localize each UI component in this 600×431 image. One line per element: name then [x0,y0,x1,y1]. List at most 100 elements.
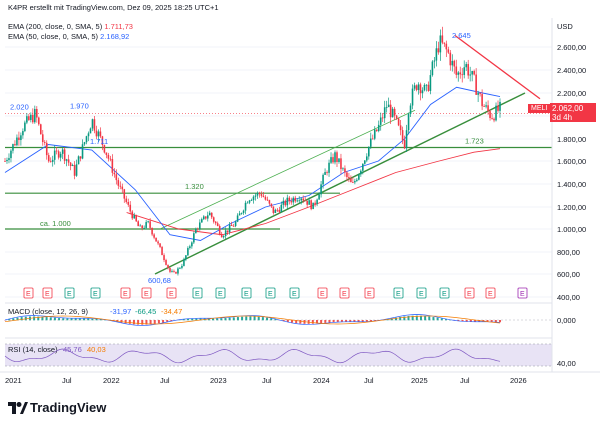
candle-body [451,61,453,65]
macd-histogram-bar [133,320,135,324]
candle-body [390,105,392,118]
candle-body [493,119,495,121]
earnings-marker-label: E [93,291,98,298]
candle-body [127,202,129,205]
candle-body [302,199,304,201]
candle-body [76,164,78,175]
candle-body [273,206,275,213]
x-tick-label: Jul [364,376,374,385]
macd-histogram-bar [245,317,247,321]
currency-label: USD [557,22,573,31]
macd-histogram-bar [212,319,214,321]
candle-body [296,200,298,201]
x-tick-label: 2021 [5,376,22,385]
candle-body [167,265,169,268]
candle-body [96,131,98,137]
macd-histogram-bar [237,317,239,320]
macd-histogram-bar [187,319,189,320]
candle-body [110,159,112,160]
candle-body [346,172,348,177]
candle-body [58,151,60,157]
candle-body [8,158,10,160]
candle-body [455,66,457,74]
candle-body [495,106,497,121]
candle-body [163,255,165,260]
candle-body [169,268,171,272]
candle-body [265,197,267,200]
candle-body [392,109,394,117]
candle-body [60,154,62,158]
y-tick-label: 2.200,00 [557,89,586,98]
candle-body [330,157,332,163]
candle-body [141,226,143,229]
candle-body [251,200,253,201]
macd-histogram-bar [258,317,260,321]
earnings-marker-label: E [218,291,223,298]
macd-histogram-bar [254,316,256,320]
candle-body [249,200,251,202]
y-tick-label: 1.600,00 [557,157,586,166]
candle-body [72,165,74,166]
candle-body [239,214,241,216]
candle-body [412,89,414,106]
candle-body [473,71,475,75]
candle-body [370,139,372,147]
candle-body [64,149,66,160]
candle-body [285,201,287,205]
candle-body [207,215,209,218]
candle-body [221,234,223,237]
candle-body [106,152,108,154]
candle-body [94,119,96,130]
macd-histogram-bar [96,319,98,320]
candle-body [489,111,491,118]
macd-histogram-bar [162,320,164,323]
candle-body [42,134,44,142]
candle-body [279,210,281,212]
candle-body [54,151,56,160]
candle-body [300,199,302,201]
candle-body [86,136,88,142]
x-tick-label: Jul [460,376,470,385]
macd-histogram-bar [437,318,439,321]
candle-body [193,233,195,242]
candle-body [402,130,404,140]
candle-body [84,142,86,144]
price-annotation: ca. 1.000 [40,219,71,228]
candle-body [195,229,197,233]
candle-body [326,172,328,173]
candle-body [364,160,366,163]
price-annotation: 1.970 [70,102,89,111]
candle-body [82,144,84,158]
candle-body [360,171,362,175]
earnings-marker-label: E [396,291,401,298]
y-tick-label: 400,00 [557,293,580,302]
price-annotation: 1.723 [465,136,484,145]
macd-histogram-bar [499,320,501,322]
candle-body [290,201,292,202]
candle-body [414,85,416,88]
y-tick-label: 2.400,00 [557,66,586,75]
macd-label: MACD (close, 12, 26, 9) [8,307,89,316]
rsi-axis-label: 40,00 [557,359,576,368]
candle-body [151,228,153,235]
last-price: 2.062,00 [552,104,594,113]
candle-body [120,186,122,187]
candle-body [149,221,151,228]
candle-body [362,164,364,171]
x-tick-label: Jul [262,376,272,385]
candle-body [179,268,181,269]
candle-body [436,48,438,60]
candle-body [450,53,452,66]
candle-body [235,222,237,226]
candle-body [384,107,386,118]
candle-body [340,158,342,169]
ema50-label: EMA (50, close, 0, SMA, 5) 2.168,92 [8,32,129,41]
candle-body [243,211,245,213]
candle-body [147,221,149,222]
candle-body [485,105,487,106]
candle-body [223,236,225,237]
candle-body [213,217,215,221]
candle-body [165,260,167,265]
candle-body [400,125,402,130]
macd-histogram-bar [66,318,68,320]
